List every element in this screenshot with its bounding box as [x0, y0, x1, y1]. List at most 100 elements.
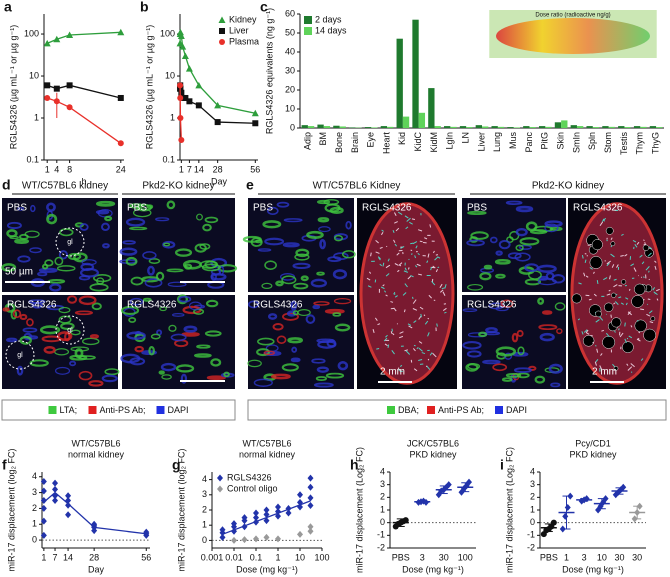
- micrograph-feature: [478, 331, 488, 338]
- x-tick-label: 14: [194, 164, 204, 174]
- micrograph-feature: [81, 259, 97, 266]
- kidney-feature: [624, 338, 627, 343]
- kidney-feature: [624, 254, 628, 257]
- micrograph-feature: [155, 271, 165, 281]
- micrograph-feature: [95, 209, 110, 215]
- cyst: [634, 319, 647, 332]
- micrograph-feature: [470, 231, 489, 240]
- cyst: [621, 279, 627, 285]
- micrograph-feature: [515, 244, 524, 252]
- micrograph-feature: [261, 282, 273, 290]
- micrograph-feature: [317, 217, 330, 223]
- kidney-feature: [643, 276, 645, 279]
- micrograph-feature: [22, 327, 38, 333]
- micrograph-feature: [66, 295, 78, 304]
- micrograph-feature: [337, 361, 349, 371]
- point: [186, 98, 193, 105]
- kidney-feature: [440, 289, 444, 293]
- micrograph-feature: [223, 371, 230, 378]
- chart-title: WT/C57BL6: [242, 438, 291, 448]
- micrograph-feature: [524, 263, 539, 272]
- micrograph-feature: [14, 238, 30, 245]
- glomerulus: [55, 227, 85, 257]
- point: [253, 509, 259, 517]
- micrograph-feature: [554, 302, 566, 311]
- kidney-feature: [608, 289, 611, 292]
- y-tick-label: 100: [24, 28, 39, 38]
- kidney-feature: [627, 311, 633, 316]
- x-tick-label: Liver: [476, 132, 486, 152]
- chart-title: Pcy/CD1: [575, 438, 611, 448]
- micrograph-feature: [318, 226, 331, 233]
- glom-label: gl: [67, 239, 73, 246]
- micrograph-feature: [500, 299, 514, 308]
- kidney-feature: [414, 255, 417, 259]
- kidney-feature: [426, 260, 429, 264]
- kidney-feature: [648, 310, 653, 314]
- micrograph-feature: [283, 218, 303, 223]
- series-line: [46, 84, 121, 99]
- micrograph-feature: [58, 306, 71, 314]
- point: [65, 492, 72, 500]
- kidney-feature: [399, 364, 403, 367]
- tile-label: RGLS4326: [127, 300, 177, 311]
- kidney-feature: [398, 262, 403, 266]
- y-tick-label: 0.1: [26, 154, 39, 164]
- kidney-feature: [394, 212, 397, 216]
- kidney-feature: [418, 316, 422, 320]
- kidney-feature: [379, 263, 383, 267]
- kidney-feature: [593, 271, 595, 274]
- micrograph-feature: [39, 325, 61, 335]
- kidney-feature: [581, 255, 584, 259]
- micrograph-feature: [119, 247, 138, 256]
- y-tick-label: 10: [165, 70, 175, 80]
- cyst: [622, 341, 634, 353]
- micrograph-feature: [58, 315, 72, 324]
- kidney-feature: [434, 256, 439, 261]
- y-axis-label: miR-17 displacement (log₂ FC): [176, 448, 186, 571]
- kidney-feature: [412, 241, 418, 245]
- cyst: [631, 295, 644, 308]
- micrograph-feature: [54, 366, 71, 375]
- kidney-feature: [432, 352, 437, 358]
- y-tick-label: 0: [202, 535, 207, 545]
- point: [275, 535, 281, 543]
- kidney-feature: [418, 359, 423, 361]
- kidney-feature: [393, 307, 397, 312]
- micrograph-feature: [333, 297, 352, 305]
- kidney-feature: [611, 264, 615, 268]
- kidney-feature: [613, 284, 618, 288]
- cyst: [650, 316, 656, 322]
- kidney-feature: [415, 245, 418, 249]
- bar: [396, 38, 403, 129]
- bar: [624, 127, 631, 128]
- cyst: [589, 256, 603, 269]
- kidney-feature: [377, 323, 381, 326]
- kidney-feature: [375, 251, 380, 254]
- micrograph-feature: [96, 277, 105, 285]
- micrograph-feature: [104, 368, 120, 376]
- kidney-feature: [585, 275, 589, 278]
- micrograph-feature: [183, 325, 198, 333]
- point: [181, 52, 189, 59]
- cyst: [605, 226, 614, 235]
- legend-box: [247, 399, 667, 421]
- point: [52, 497, 59, 504]
- micrograph-feature: [253, 378, 273, 387]
- kidney-feature: [627, 366, 633, 371]
- x-tick-label: 100: [458, 552, 473, 562]
- kidney-feature: [429, 224, 432, 228]
- legend-label: 2 days: [315, 14, 342, 24]
- micrograph-feature: [507, 252, 522, 260]
- kidney-feature: [577, 318, 581, 321]
- point: [182, 94, 189, 101]
- x-axis-label: Dose (mg kg⁻¹): [562, 564, 624, 574]
- micrograph-feature: [333, 234, 343, 242]
- legend-label: Plasma: [229, 36, 259, 46]
- micrograph-feature: [161, 374, 172, 380]
- micrograph-feature: [312, 304, 321, 310]
- bar: [380, 126, 388, 128]
- point: [177, 94, 184, 101]
- bar: [618, 126, 625, 128]
- micrograph-feature: [101, 374, 118, 383]
